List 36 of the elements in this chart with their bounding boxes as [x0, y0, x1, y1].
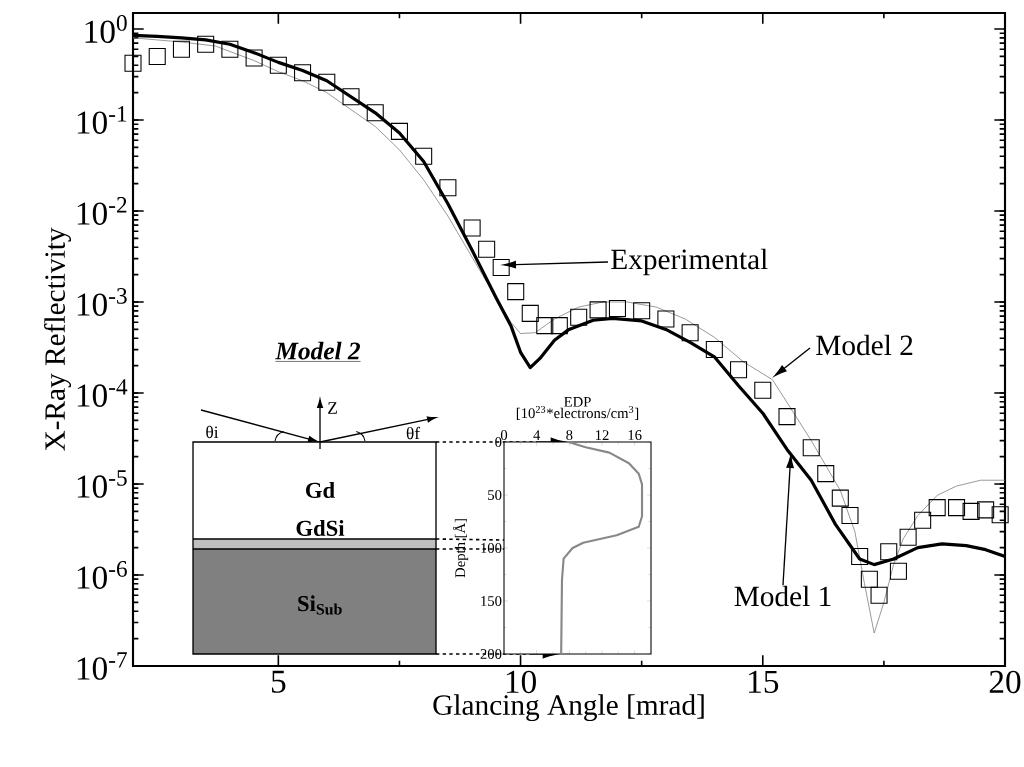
x-tick-label: 5 [271, 670, 286, 693]
annotation: Model 1 [734, 585, 831, 607]
y-tick-label: 10$^{0}$ [85, 15, 127, 43]
x-axis-title: [10$^{23}$*electrons/cm$^{3}$] [516, 405, 639, 420]
x-tick-label: 16 [628, 430, 642, 440]
chart-title: EDP [564, 396, 591, 407]
x-tick-label: 15 [749, 670, 779, 694]
y-tick-label: 200 [480, 649, 502, 659]
annotation: θf [406, 426, 421, 440]
y-tick-label: 10$^{-4}$ [77, 379, 128, 407]
annotation: Model 2 [816, 334, 913, 356]
x-tick-label: 20 [989, 670, 1021, 694]
x-axis-title: Glancing Angle [mrad] [433, 694, 704, 722]
x-tick-label: 4 [533, 430, 541, 440]
y-tick-label: 10$^{-3}$ [77, 288, 127, 316]
annotation: Z [328, 402, 337, 414]
y-tick-label: 150 [481, 596, 502, 606]
y-tick-label: 10$^{-5}$ [77, 470, 127, 498]
annotation: Experimental [611, 248, 768, 276]
y-axis-title: X-Ray Reflectivity [44, 227, 72, 451]
y-tick-label: 10$^{-1}$ [77, 106, 127, 134]
annotation: GdSi [296, 520, 345, 536]
x-tick-label: 10 [506, 670, 536, 694]
annotation: Gd [306, 482, 335, 498]
y-tick-label: 10$^{-7}$ [77, 652, 127, 680]
y-tick-label: 50 [488, 490, 502, 500]
annotation: Model 2 [275, 341, 360, 360]
y-tick-label: 10$^{-6}$ [77, 561, 127, 589]
y-tick-label: 10$^{-2}$ [77, 197, 127, 225]
y-axis-title: Depth [Å] [452, 519, 469, 578]
annotation: θi [206, 425, 219, 439]
y-tick-label: 100 [481, 543, 502, 553]
annotation: Si$_{Sub}$ [298, 595, 342, 615]
y-tick-label: 0 [495, 437, 502, 447]
x-tick-label: 12 [595, 430, 609, 440]
x-tick-label: 8 [566, 430, 573, 440]
